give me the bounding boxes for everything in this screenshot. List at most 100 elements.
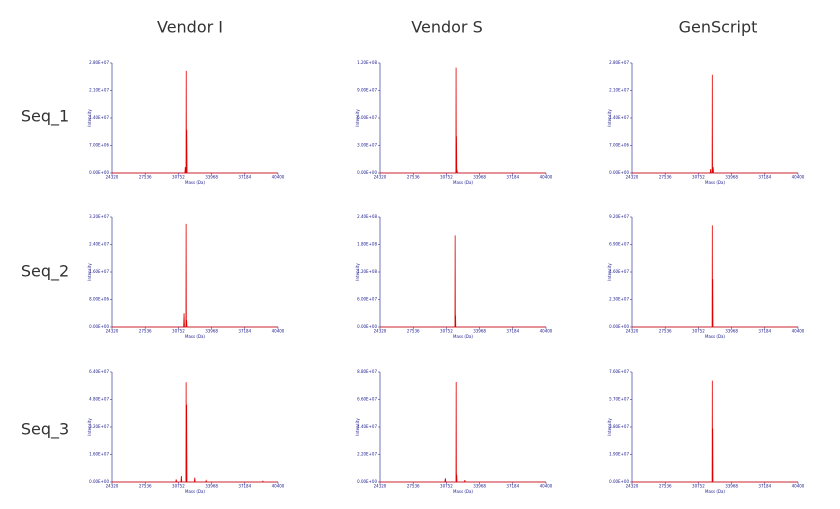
x-tick-label: 27536 — [407, 484, 420, 489]
x-tick-label: 30752 — [172, 175, 185, 180]
x-tick-label: 27536 — [659, 175, 672, 180]
x-tick-label: 24320 — [374, 484, 387, 489]
x-axis-label: Mass (Da) — [453, 180, 473, 185]
x-tick-label: 37184 — [238, 329, 251, 334]
x-tick-label: 24320 — [106, 484, 119, 489]
column-header: GenScript — [679, 18, 758, 37]
x-tick-label: 33968 — [473, 329, 486, 334]
row-header: Seq_1 — [21, 107, 69, 127]
column-header: Vendor I — [157, 18, 223, 37]
y-tick-label: 1.60E+07 — [89, 452, 109, 457]
y-axis-label: Intensity — [87, 418, 92, 436]
spectrum-line — [632, 74, 798, 174]
y-tick-label: 0.00E+00 — [357, 324, 377, 329]
x-tick-label: 24320 — [106, 175, 119, 180]
y-tick-label: 7.00E+06 — [89, 143, 109, 148]
y-tick-label: 2.40E+08 — [357, 214, 377, 219]
y-tick-label: 2.80E+07 — [609, 60, 629, 65]
x-tick-label: 24320 — [626, 175, 639, 180]
x-tick-label: 33968 — [205, 484, 218, 489]
y-tick-label: 3.80E+07 — [609, 424, 629, 429]
spectrum-line — [112, 223, 278, 328]
y-tick-label: 0.00E+00 — [357, 479, 377, 484]
x-tick-label: 30752 — [172, 329, 185, 334]
x-tick-label: 27536 — [139, 329, 152, 334]
x-tick-label: 37184 — [758, 175, 771, 180]
y-tick-label: 0.00E+00 — [89, 324, 109, 329]
y-tick-label: 1.40E+07 — [89, 115, 109, 120]
y-tick-label: 1.20E+08 — [357, 60, 377, 65]
x-tick-label: 40400 — [792, 175, 805, 180]
x-tick-label: 24320 — [374, 175, 387, 180]
x-tick-label: 40400 — [272, 175, 285, 180]
x-tick-label: 30752 — [692, 175, 705, 180]
y-tick-label: 3.20E+07 — [89, 424, 109, 429]
y-tick-label: 9.20E+07 — [609, 214, 629, 219]
y-tick-label: 2.30E+07 — [609, 297, 629, 302]
y-tick-label: 1.90E+07 — [609, 452, 629, 457]
x-tick-label: 30752 — [172, 484, 185, 489]
y-tick-label: 4.40E+07 — [357, 424, 377, 429]
spectrum-line — [380, 381, 546, 483]
y-tick-label: 8.00E+06 — [89, 297, 109, 302]
y-tick-label: 9.00E+07 — [357, 88, 377, 93]
x-tick-label: 37184 — [758, 329, 771, 334]
x-tick-label: 33968 — [725, 484, 738, 489]
x-tick-label: 37184 — [506, 329, 519, 334]
x-tick-label: 40400 — [540, 484, 553, 489]
row-header: Seq_2 — [21, 262, 69, 282]
x-tick-label: 40400 — [540, 329, 553, 334]
y-axis-label: Intensity — [607, 418, 612, 436]
spectrum-line — [380, 67, 546, 174]
x-tick-label: 37184 — [506, 175, 519, 180]
y-axis-label: Intensity — [355, 263, 360, 281]
y-tick-label: 4.60E+07 — [609, 269, 629, 274]
x-tick-label: 30752 — [440, 329, 453, 334]
x-axis-label: Mass (Da) — [185, 489, 205, 494]
y-tick-label: 0.00E+00 — [609, 170, 629, 175]
x-tick-label: 24320 — [626, 329, 639, 334]
x-tick-label: 37184 — [506, 484, 519, 489]
x-tick-label: 30752 — [692, 329, 705, 334]
spectrum-line — [112, 382, 278, 483]
y-tick-label: 1.20E+08 — [357, 269, 377, 274]
column-header: Vendor S — [411, 18, 482, 37]
x-tick-label: 33968 — [725, 329, 738, 334]
x-tick-label: 27536 — [407, 329, 420, 334]
x-tick-label: 40400 — [792, 484, 805, 489]
x-axis-label: Mass (Da) — [185, 334, 205, 339]
y-axis-label: Intensity — [87, 263, 92, 281]
x-tick-label: 30752 — [440, 175, 453, 180]
y-tick-label: 4.80E+07 — [89, 397, 109, 402]
x-axis-label: Mass (Da) — [185, 180, 205, 185]
x-tick-label: 27536 — [139, 175, 152, 180]
x-tick-label: 24320 — [626, 484, 639, 489]
y-tick-label: 6.00E+07 — [357, 297, 377, 302]
y-tick-label: 0.00E+00 — [609, 324, 629, 329]
spectrum-line — [632, 225, 798, 328]
y-tick-label: 0.00E+00 — [89, 479, 109, 484]
x-axis-label: Mass (Da) — [453, 334, 473, 339]
x-tick-label: 40400 — [540, 175, 553, 180]
y-tick-label: 2.20E+07 — [357, 452, 377, 457]
x-axis-label: Mass (Da) — [453, 489, 473, 494]
y-axis-label: Intensity — [607, 109, 612, 127]
y-tick-label: 6.40E+07 — [89, 369, 109, 374]
spectrum-line — [632, 380, 798, 483]
x-tick-label: 40400 — [272, 329, 285, 334]
y-tick-label: 6.00E+07 — [357, 115, 377, 120]
y-tick-label: 2.10E+07 — [609, 88, 629, 93]
x-tick-label: 33968 — [473, 484, 486, 489]
y-tick-label: 6.90E+07 — [609, 242, 629, 247]
row-header: Seq_3 — [21, 420, 69, 440]
x-tick-label: 33968 — [725, 175, 738, 180]
y-tick-label: 3.00E+07 — [357, 143, 377, 148]
y-tick-label: 6.60E+07 — [357, 397, 377, 402]
y-axis-label: Intensity — [607, 263, 612, 281]
y-tick-label: 3.20E+07 — [89, 214, 109, 219]
y-tick-label: 8.80E+07 — [357, 369, 377, 374]
y-tick-label: 2.80E+07 — [89, 60, 109, 65]
y-tick-label: 1.80E+08 — [357, 242, 377, 247]
x-tick-label: 24320 — [374, 329, 387, 334]
